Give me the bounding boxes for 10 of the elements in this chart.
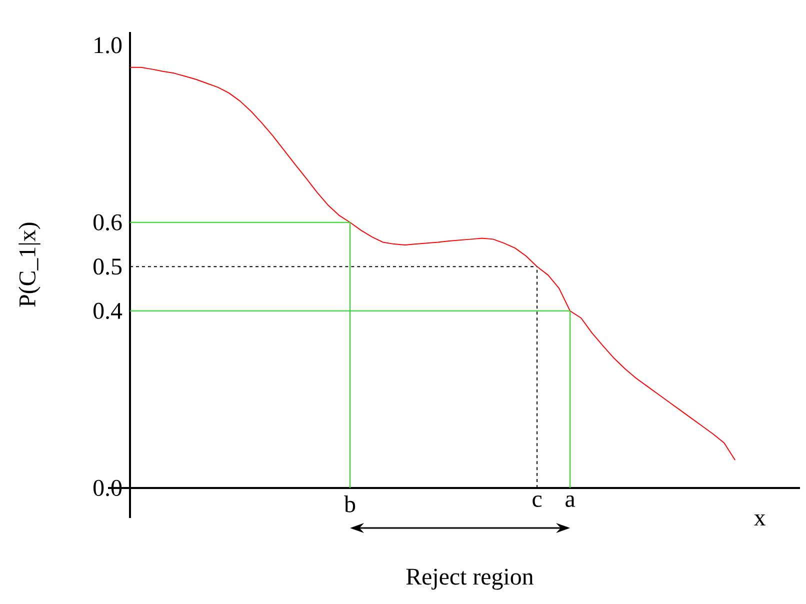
- x-tick-label: b: [344, 496, 356, 512]
- y-axis-title: P(C_1|x): [18, 222, 40, 307]
- x-axis-title: x: [754, 514, 766, 526]
- text: Reject region: [406, 568, 534, 590]
- y-tick-label: 0.6: [94, 214, 122, 230]
- y-tick-label: 1.0: [94, 37, 122, 54]
- y-tick-label: 0.4: [94, 302, 122, 320]
- x-tick-label: a: [566, 496, 576, 507]
- x-tick-label: c: [532, 496, 542, 508]
- y-tick-label: 0.5: [94, 258, 122, 275]
